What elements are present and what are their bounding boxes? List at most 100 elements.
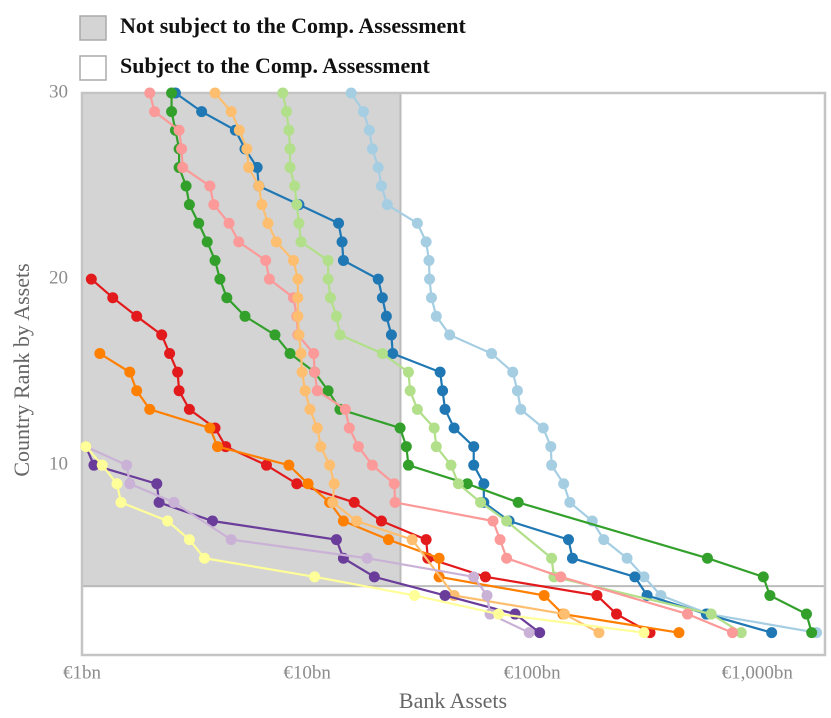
data-point: [304, 403, 316, 415]
data-point: [538, 589, 550, 601]
data-point: [479, 571, 491, 583]
data-point: [176, 143, 188, 155]
data-point: [404, 385, 416, 397]
data-point: [555, 571, 567, 583]
data-point: [293, 329, 305, 341]
data-point: [394, 422, 406, 434]
data-point: [389, 496, 401, 508]
data-point: [376, 292, 388, 304]
data-point: [284, 161, 296, 173]
data-point: [764, 589, 776, 601]
data-point: [611, 608, 623, 620]
data-point: [701, 552, 713, 564]
data-point: [280, 106, 292, 118]
data-point: [400, 441, 412, 453]
data-point: [241, 143, 253, 155]
data-point: [233, 124, 245, 136]
data-point: [144, 403, 156, 415]
data-point: [444, 329, 456, 341]
data-point: [523, 627, 535, 639]
data-point: [425, 292, 437, 304]
data-point: [345, 87, 357, 99]
data-point: [262, 217, 274, 229]
data-point: [131, 385, 143, 397]
data-point: [806, 627, 818, 639]
data-point: [80, 441, 92, 453]
data-point: [468, 459, 480, 471]
data-point: [124, 366, 136, 378]
data-point: [494, 534, 506, 546]
data-point: [204, 422, 216, 434]
data-point: [209, 254, 221, 266]
data-point: [324, 292, 336, 304]
x-tick-label: €1,000bn: [722, 662, 794, 683]
data-point: [204, 180, 216, 192]
data-point: [172, 366, 184, 378]
data-point: [263, 273, 275, 285]
data-point: [153, 496, 165, 508]
legend-label: Subject to the Comp. Assessment: [120, 53, 431, 78]
data-point: [638, 571, 650, 583]
data-point: [546, 552, 558, 564]
data-point: [144, 87, 156, 99]
data-point: [88, 459, 100, 471]
data-point: [151, 478, 163, 490]
data-point: [545, 441, 557, 453]
data-point: [201, 236, 213, 248]
data-point: [534, 627, 546, 639]
data-point: [223, 217, 235, 229]
y-tick-label: 20: [49, 267, 68, 288]
data-point: [225, 534, 237, 546]
data-point: [173, 124, 185, 136]
data-point: [385, 329, 397, 341]
data-point: [507, 366, 519, 378]
data-point: [96, 459, 108, 471]
data-point: [311, 422, 323, 434]
data-point: [493, 608, 505, 620]
data-point: [468, 571, 480, 583]
data-point: [515, 403, 527, 415]
data-point: [461, 478, 473, 490]
data-point: [366, 143, 378, 155]
data-point: [673, 627, 685, 639]
data-point: [621, 552, 633, 564]
data-point: [336, 236, 348, 248]
data-point: [511, 385, 523, 397]
data-point: [337, 515, 349, 527]
data-point: [558, 478, 570, 490]
data-point: [260, 459, 272, 471]
data-point: [726, 627, 738, 639]
data-point: [376, 348, 388, 360]
data-point: [562, 534, 574, 546]
data-point: [149, 106, 161, 118]
data-point: [333, 217, 345, 229]
data-point: [330, 534, 342, 546]
data-point: [501, 515, 513, 527]
data-point: [445, 459, 457, 471]
data-point: [411, 403, 423, 415]
data-point: [295, 236, 307, 248]
data-point: [375, 515, 387, 527]
data-point: [239, 310, 251, 322]
data-point: [295, 348, 307, 360]
data-point: [322, 254, 334, 266]
series-line: [170, 93, 813, 633]
data-point: [478, 478, 490, 490]
data-point: [437, 385, 449, 397]
data-point: [85, 273, 97, 285]
data-point: [193, 217, 205, 229]
data-point: [705, 608, 717, 620]
series-line: [281, 92, 742, 634]
data-point: [368, 571, 380, 583]
data-point: [124, 478, 136, 490]
data-point: [183, 199, 195, 211]
data-point: [284, 348, 296, 360]
data-point: [800, 608, 812, 620]
data-point: [243, 161, 255, 173]
data-point: [408, 589, 420, 601]
data-point: [735, 627, 747, 639]
y-tick-label: 30: [49, 81, 68, 102]
data-point: [638, 627, 650, 639]
data-point: [292, 292, 304, 304]
data-point: [337, 254, 349, 266]
